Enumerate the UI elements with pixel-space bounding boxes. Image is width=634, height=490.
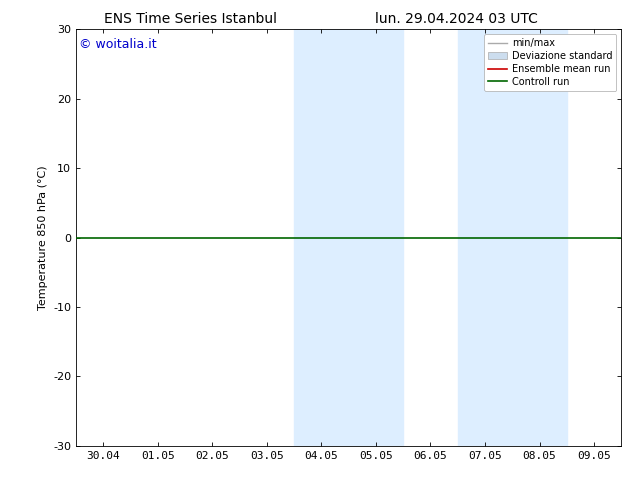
Bar (349, 29, 403, 446)
Bar (458, 29, 512, 446)
Bar (512, 29, 567, 446)
Text: lun. 29.04.2024 03 UTC: lun. 29.04.2024 03 UTC (375, 12, 538, 26)
Bar (294, 29, 349, 446)
Legend: min/max, Deviazione standard, Ensemble mean run, Controll run: min/max, Deviazione standard, Ensemble m… (484, 34, 616, 91)
Text: ENS Time Series Istanbul: ENS Time Series Istanbul (104, 12, 276, 26)
Text: © woitalia.it: © woitalia.it (79, 38, 157, 51)
Y-axis label: Temperature 850 hPa (°C): Temperature 850 hPa (°C) (37, 165, 48, 310)
